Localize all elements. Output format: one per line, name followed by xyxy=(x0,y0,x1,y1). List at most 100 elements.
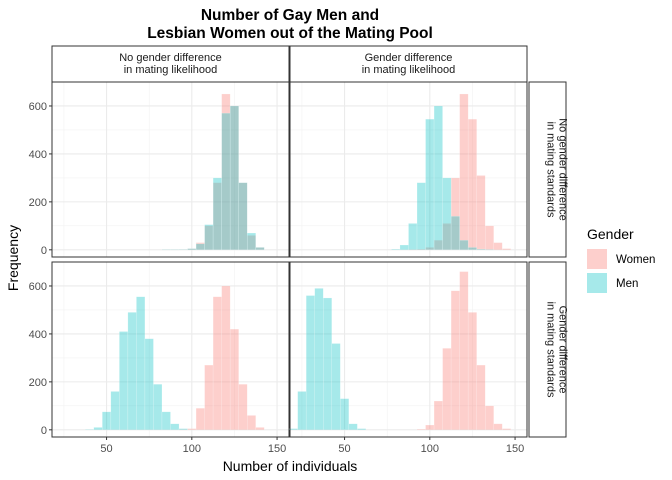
bar-men xyxy=(408,223,418,251)
bar-women xyxy=(187,248,197,251)
bar-men xyxy=(170,423,180,431)
legend-label-men: Men xyxy=(616,278,638,290)
panel-background xyxy=(290,82,527,257)
bar-men xyxy=(476,248,486,251)
bar-women xyxy=(467,118,477,251)
column-strip-box xyxy=(289,45,528,83)
bar-women xyxy=(170,249,180,251)
column-strip-label: No gender difference xyxy=(119,52,222,64)
x-tick-label: 50 xyxy=(100,443,112,455)
bar-women xyxy=(433,400,443,431)
bar-women xyxy=(221,285,231,431)
bar-men xyxy=(178,249,188,251)
bar-women xyxy=(178,249,188,251)
row-strip-label: in mating standards xyxy=(545,122,557,218)
bar-women xyxy=(459,271,469,431)
bar-men xyxy=(288,428,298,431)
panel-background xyxy=(52,82,289,257)
legend-key-women xyxy=(587,249,607,269)
bar-men xyxy=(331,343,341,431)
panel-r2-c1: 0 200 400 600 50 100 150 xyxy=(29,261,290,455)
bar-men xyxy=(255,247,265,251)
bar-men xyxy=(187,248,197,251)
bar-men xyxy=(348,423,358,431)
bar-women xyxy=(502,428,512,431)
bar-women xyxy=(450,177,460,251)
bar-women xyxy=(425,424,435,431)
panel-border xyxy=(51,81,290,258)
bar-women xyxy=(502,248,512,251)
panel-border xyxy=(51,261,290,438)
bar-women xyxy=(442,223,452,251)
bar-women xyxy=(246,235,257,251)
bar-women xyxy=(238,384,248,431)
bar-men xyxy=(144,338,154,431)
bar-women xyxy=(467,312,477,431)
bar-men xyxy=(467,247,477,251)
bar-women xyxy=(493,423,503,431)
y-tick-label: 200 xyxy=(29,377,47,389)
bar-men xyxy=(433,105,443,251)
bar-men xyxy=(170,249,180,251)
bar-men xyxy=(305,295,315,431)
bar-women xyxy=(442,348,452,431)
x-tick-label: 150 xyxy=(268,443,286,455)
bar-women xyxy=(484,225,495,251)
bar-men xyxy=(136,296,146,431)
panel-r2-c2: 50 100 150 xyxy=(288,261,528,455)
bar-women xyxy=(493,242,503,251)
bar-women xyxy=(212,182,222,251)
bar-men xyxy=(110,391,120,431)
panel-border xyxy=(289,81,528,258)
column-strip-label: in mating likelihood xyxy=(124,64,218,76)
bar-men xyxy=(442,177,452,251)
row-strip-box xyxy=(528,261,567,438)
bar-men xyxy=(246,232,257,251)
bar-men xyxy=(102,411,112,431)
bar-men xyxy=(221,112,231,251)
panel-border xyxy=(289,261,528,438)
bar-women xyxy=(246,415,257,431)
bar-men xyxy=(119,331,129,431)
bar-women xyxy=(484,405,495,431)
bar-men xyxy=(195,243,205,251)
bar-women xyxy=(459,93,469,251)
bar-men xyxy=(322,297,333,431)
bar-men xyxy=(161,249,171,251)
bar-women xyxy=(450,290,460,431)
bar-women xyxy=(229,328,239,431)
bar-women xyxy=(238,182,248,251)
bar-men xyxy=(399,244,409,251)
bar-men xyxy=(297,391,307,431)
y-tick-label: 400 xyxy=(29,149,47,161)
bar-women xyxy=(408,249,418,251)
bar-men xyxy=(484,249,495,251)
bar-men xyxy=(212,177,222,251)
legend: Gender Women Men xyxy=(587,226,655,293)
bar-women xyxy=(476,175,486,251)
bar-men xyxy=(204,224,214,251)
legend-title: Gender xyxy=(587,226,634,242)
column-strip-label: Gender difference xyxy=(365,52,453,64)
bar-men xyxy=(314,288,324,431)
bar-women xyxy=(255,427,265,431)
y-tick-label: 600 xyxy=(29,281,47,293)
legend-label-women: Women xyxy=(616,254,655,266)
bar-women xyxy=(416,428,426,431)
bar-men xyxy=(127,312,137,431)
column-strip-box xyxy=(51,45,290,83)
y-tick-label: 600 xyxy=(29,101,47,113)
bar-men xyxy=(340,398,350,431)
bar-men xyxy=(93,427,103,431)
panel-background xyxy=(52,262,289,437)
panel-r1-c2 xyxy=(289,81,528,258)
bar-women xyxy=(255,247,265,251)
bar-women xyxy=(416,248,426,251)
bar-men xyxy=(425,118,435,251)
bar-women xyxy=(161,249,171,251)
